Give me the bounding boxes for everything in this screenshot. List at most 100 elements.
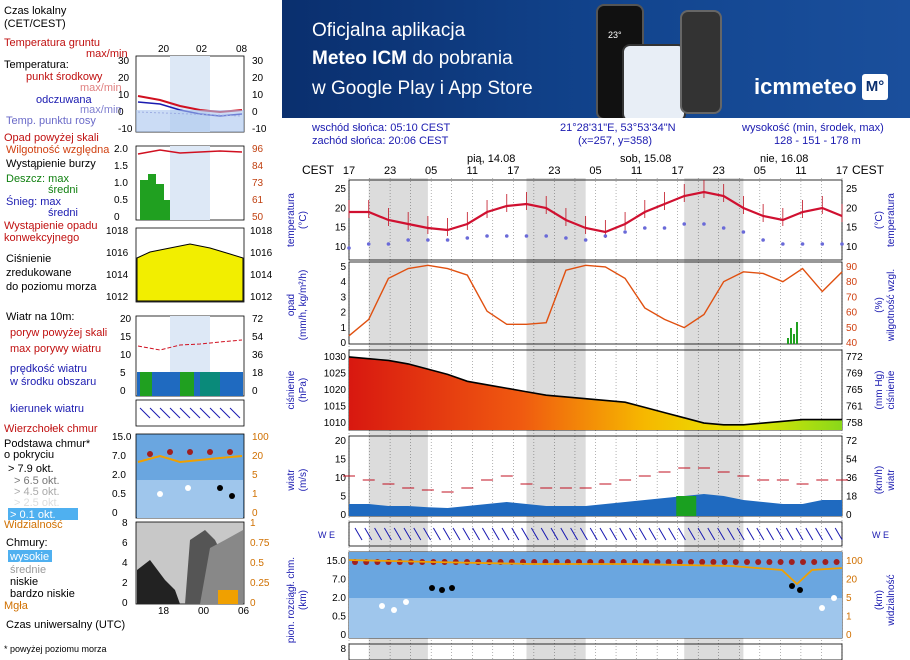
hour-tick: 17: [672, 165, 684, 177]
dew-point: [485, 234, 489, 238]
dew-point: [643, 226, 647, 230]
legend-okt25: > 2.5 okt.: [14, 497, 60, 509]
press-tick-r: 765: [846, 385, 863, 396]
hour-tick: 11: [467, 165, 478, 177]
vis-tick: 2.0: [332, 593, 346, 604]
precip-tick: 4: [340, 277, 346, 288]
legend-precip-above: Opad powyżej skali: [4, 132, 99, 144]
legend-okt79: > 7.9 okt.: [8, 463, 54, 475]
wind-arrow: [599, 527, 608, 541]
legend-hum-tick: 61: [252, 195, 264, 206]
legend-temp-tick: 0: [118, 107, 124, 118]
tz-right: CEST: [852, 163, 885, 177]
legend-wind-tick: 0: [120, 386, 126, 397]
wind-arrow: [619, 527, 628, 541]
legend-wind-level: Wiatr na 10m:: [6, 311, 74, 323]
legend-temp-tick-r: 20: [252, 73, 264, 84]
app-banner[interactable]: Oficjalna aplikacja Meteo ICM do pobrani…: [282, 0, 910, 118]
legend-tz-1: Czas lokalny: [4, 5, 67, 17]
wind-arrow: [736, 527, 745, 541]
wind-arrow: [364, 527, 373, 541]
legend-top-tick: 08: [236, 44, 248, 55]
wind-arrow: [423, 527, 432, 541]
cloud-top-dot: [710, 559, 717, 565]
cloud-base-dot: [789, 583, 795, 589]
legend-pr-2: zredukowane: [6, 267, 71, 279]
wind-arrow: [638, 527, 647, 541]
vis-axis-label: (km): [298, 590, 309, 610]
legend-cloud-tick: 4: [122, 558, 128, 569]
hour-tick: 11: [631, 165, 642, 177]
legend-ws-1: prędkość wiatru: [10, 363, 87, 375]
cloud-base-dot-light: [379, 603, 385, 609]
wind-arrow: [383, 527, 392, 541]
hour-tick: 23: [548, 165, 560, 177]
hour-tick: 23: [384, 165, 396, 177]
legend-wind-tick: 10: [120, 350, 132, 361]
wind-arrow: [472, 527, 481, 541]
legend-pr-3: do poziomu morza: [6, 281, 97, 293]
visibility-line: [348, 559, 843, 586]
cloud-base-lower: [349, 598, 842, 638]
day-label: pią, 14.08: [467, 153, 515, 165]
hum-tick: 60: [846, 308, 858, 319]
dew-point: [702, 222, 706, 226]
legend-temp-tick-r: 30: [252, 56, 264, 67]
legend-base-tick-r: 100: [252, 432, 269, 443]
press-tick: 1030: [324, 352, 347, 363]
legend-cloud-base-mini: [137, 449, 243, 518]
wind-arrow: [795, 527, 804, 541]
precip-tick: 3: [340, 292, 346, 303]
legend-wind-dir: kierunek wiatru: [10, 403, 84, 415]
legend-wind-tick-r: 72: [252, 314, 264, 325]
legend-wind-tick-r: 36: [252, 350, 264, 361]
dew-point: [820, 242, 825, 246]
legend-ground-maxmin: max/min: [86, 48, 128, 60]
precip-bar: [790, 328, 792, 344]
hour-tick: 05: [425, 165, 437, 177]
legend-top-tick: 20: [158, 44, 170, 55]
dew-point: [524, 234, 529, 238]
precip-tick: 5: [340, 262, 346, 273]
precip-bar: [793, 334, 795, 344]
temp-tick: 15: [335, 223, 347, 234]
legend-labels: Temperatura gruntu max/min Temperatura: …: [4, 37, 128, 654]
legend-pr-1: Ciśnienie: [6, 253, 51, 265]
vis-tick-r: 1: [846, 612, 852, 623]
legend-press-tick-r: 1016: [250, 248, 273, 259]
press-tick-r: 772: [846, 352, 863, 363]
dew-point: [623, 230, 627, 234]
height-values: 128 - 151 - 178 m: [774, 135, 861, 147]
legend-snow-avg: średni: [48, 207, 78, 219]
legend-visibility: Widzialność: [4, 519, 63, 531]
vis-axis-label: pion. rozciągł. chm.: [286, 557, 297, 643]
cloud-top-dot: [486, 559, 493, 565]
dew-point: [741, 230, 746, 234]
wind-arrow: [452, 527, 461, 541]
legend-press-tick-r: 1018: [250, 226, 273, 237]
wind-axis-label: (m/s): [298, 469, 309, 492]
cloud-base-dot-light: [831, 595, 837, 601]
hum-tick: 50: [846, 323, 858, 334]
hum-tick: 90: [846, 262, 858, 273]
cloud-base-dot-light: [391, 607, 397, 613]
dew-point: [426, 238, 430, 242]
sunset: zachód słońca: 20:06 CEST: [312, 135, 449, 147]
dew-point: [544, 234, 548, 238]
dew-point: [682, 222, 687, 226]
legend-tz-2: (CET/CEST): [4, 18, 66, 30]
press-axis-label-r: ciśnienie: [886, 370, 897, 409]
hum-tick: 40: [846, 338, 858, 349]
panel-frame: [348, 643, 843, 660]
temp-tick-r: 10: [846, 242, 858, 253]
legend-base-tick: 15.0: [112, 432, 132, 443]
legend-snow-max: Śnieg: max: [6, 195, 62, 208]
cloud-top-dot: [822, 559, 829, 565]
vis-tick-r: 100: [846, 556, 863, 567]
wind-arrow: [707, 527, 716, 541]
legend-hum-tick: 73: [252, 178, 264, 189]
wind-arrow: [550, 527, 559, 541]
wind-arrow: [432, 527, 441, 541]
wind-arrow: [785, 527, 794, 541]
